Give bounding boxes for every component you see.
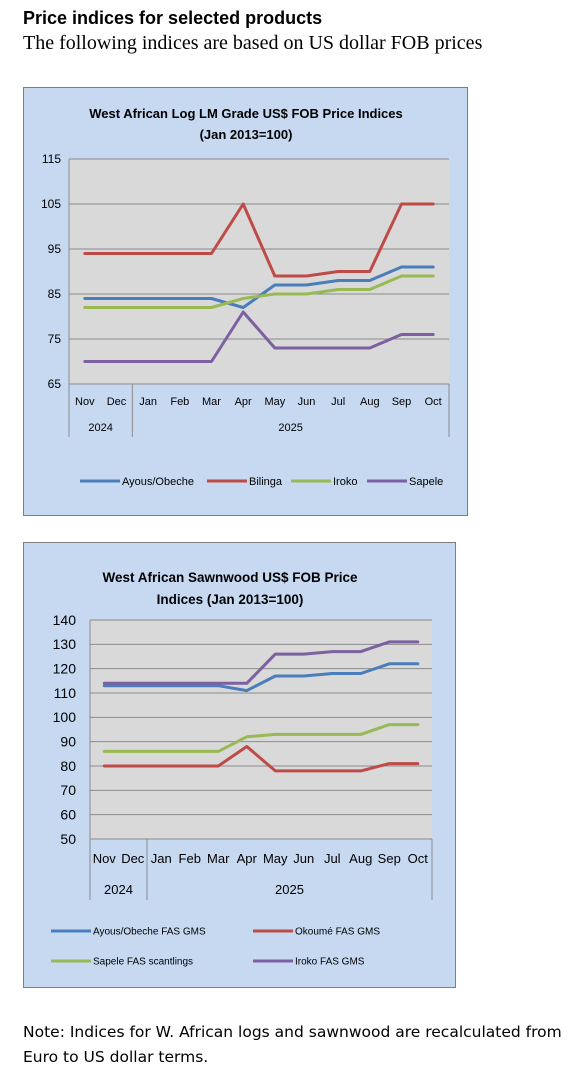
log-price-chart-svg: West African Log LM Grade US$ FOB Price … bbox=[41, 106, 450, 488]
x-tick-label: Jul bbox=[331, 396, 345, 408]
y-tick-label: 60 bbox=[60, 807, 76, 823]
y-tick-label: 120 bbox=[53, 661, 77, 677]
page-heading: Price indices for selected products bbox=[23, 8, 323, 28]
y-tick-label: 50 bbox=[60, 831, 76, 847]
y-tick-label: 110 bbox=[54, 685, 77, 701]
series-line bbox=[102, 662, 420, 693]
x-tick-label: May bbox=[263, 851, 288, 866]
legend-label: Ayous/Obeche FAS GMS bbox=[93, 927, 206, 938]
series-line bbox=[102, 640, 420, 685]
x-tick-label: Mar bbox=[207, 851, 230, 866]
x-tick-label: Jan bbox=[151, 851, 172, 866]
legend-label: Sapele FAS scantlings bbox=[93, 957, 193, 968]
y-tick-label: 65 bbox=[48, 377, 62, 391]
plot-area bbox=[69, 159, 449, 384]
legend-label: Sapele bbox=[409, 476, 443, 488]
chart-title-line: West African Log LM Grade US$ FOB Price … bbox=[89, 106, 403, 121]
plot-area bbox=[90, 620, 432, 839]
chart-title-line: Indices (Jan 2013=100) bbox=[157, 592, 304, 607]
log-price-chart: West African Log LM Grade US$ FOB Price … bbox=[23, 87, 468, 516]
x-tick-label: Sep bbox=[378, 851, 401, 866]
x-tick-label: Aug bbox=[349, 851, 372, 866]
legend-label: Ayous/Obeche bbox=[122, 476, 194, 488]
series-line bbox=[102, 723, 420, 753]
y-tick-label: 100 bbox=[53, 709, 77, 725]
year-label: 2025 bbox=[275, 882, 304, 897]
x-tick-label: May bbox=[264, 396, 285, 408]
x-tick-label: Nov bbox=[93, 851, 117, 866]
x-tick-label: Dec bbox=[107, 396, 127, 408]
series-line bbox=[83, 310, 435, 363]
x-tick-label: Nov bbox=[75, 396, 95, 408]
x-tick-label: Oct bbox=[408, 851, 429, 866]
x-tick-label: Aug bbox=[360, 396, 380, 408]
y-tick-label: 95 bbox=[48, 242, 62, 256]
x-tick-label: Mar bbox=[202, 396, 221, 408]
x-tick-label: Sep bbox=[392, 396, 412, 408]
x-tick-label: Apr bbox=[237, 851, 258, 866]
x-tick-label: Jul bbox=[324, 851, 341, 866]
y-tick-label: 90 bbox=[60, 734, 76, 750]
legend-label: Iroko bbox=[333, 476, 357, 488]
y-tick-label: 130 bbox=[53, 636, 77, 652]
chart-title-line: West African Sawnwood US$ FOB Price bbox=[102, 570, 358, 585]
x-tick-label: Jun bbox=[298, 396, 316, 408]
y-tick-label: 70 bbox=[60, 782, 76, 798]
year-label: 2024 bbox=[88, 422, 112, 434]
series-line bbox=[102, 745, 420, 773]
x-tick-label: Jun bbox=[293, 851, 314, 866]
y-tick-label: 140 bbox=[53, 612, 77, 628]
series-line bbox=[83, 274, 435, 309]
legend-label: Bilinga bbox=[249, 476, 283, 488]
year-label: 2025 bbox=[278, 422, 302, 434]
y-tick-label: 75 bbox=[48, 332, 62, 346]
legend-label: Iroko FAS GMS bbox=[295, 957, 365, 968]
series-line bbox=[83, 202, 435, 278]
page-subheading: The following indices are based on US do… bbox=[23, 32, 483, 54]
x-tick-label: Apr bbox=[235, 396, 252, 408]
legend-label: Okoumé FAS GMS bbox=[295, 927, 380, 938]
chart-title-line: (Jan 2013=100) bbox=[200, 127, 293, 142]
x-tick-label: Oct bbox=[425, 396, 442, 408]
y-tick-label: 80 bbox=[60, 758, 76, 774]
year-label: 2024 bbox=[104, 882, 133, 897]
y-tick-label: 105 bbox=[41, 197, 61, 211]
sawnwood-price-chart: West African Sawnwood US$ FOB Price Indic… bbox=[23, 542, 456, 988]
footnote: Note: Indices for W. African logs and sa… bbox=[23, 1023, 562, 1066]
x-tick-label: Feb bbox=[179, 851, 201, 866]
x-tick-label: Dec bbox=[121, 851, 145, 866]
y-tick-label: 85 bbox=[48, 287, 62, 301]
sawnwood-price-chart-svg: West African Sawnwood US$ FOB Price Indic… bbox=[51, 570, 433, 968]
x-tick-label: Feb bbox=[170, 396, 189, 408]
y-tick-label: 115 bbox=[42, 152, 61, 166]
x-tick-label: Jan bbox=[139, 396, 157, 408]
